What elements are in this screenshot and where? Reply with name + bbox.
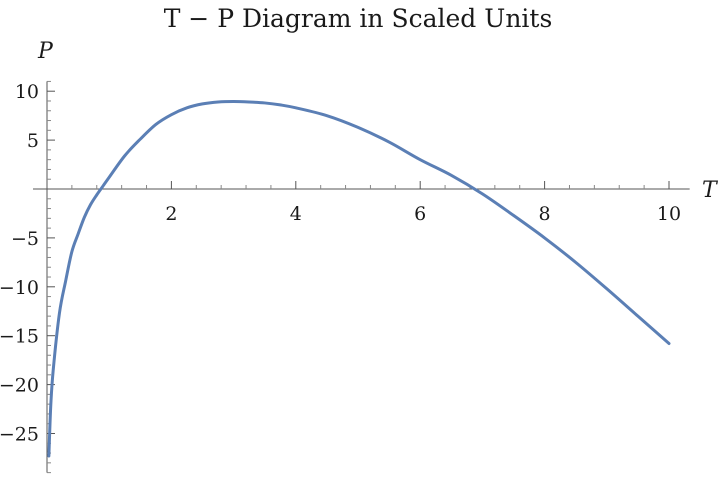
data-point bbox=[108, 176, 111, 179]
x-tick-label: 4 bbox=[290, 203, 302, 225]
data-point bbox=[248, 100, 251, 103]
y-tick-label: −10 bbox=[0, 277, 39, 299]
data-point bbox=[232, 100, 235, 103]
data-point bbox=[279, 103, 282, 106]
data-point bbox=[217, 100, 220, 103]
data-point bbox=[58, 312, 61, 315]
x-tick-label: 8 bbox=[539, 203, 551, 225]
data-point bbox=[185, 106, 188, 109]
chart-title: T − P Diagram in Scaled Units bbox=[164, 4, 553, 33]
data-point bbox=[543, 236, 546, 239]
data-point bbox=[263, 101, 266, 104]
data-point bbox=[52, 368, 55, 371]
data-point bbox=[636, 315, 639, 318]
y-tick-label: −15 bbox=[0, 326, 39, 348]
data-point bbox=[388, 141, 391, 144]
x-axis-label: T bbox=[702, 178, 719, 203]
data-point bbox=[419, 158, 422, 161]
y-tick-label: −20 bbox=[0, 375, 39, 397]
data-point bbox=[89, 203, 92, 206]
y-tick-label: −25 bbox=[0, 424, 39, 446]
data-point bbox=[574, 261, 577, 264]
data-point bbox=[47, 454, 50, 457]
y-tick-label: 5 bbox=[27, 130, 39, 152]
data-point bbox=[450, 174, 453, 177]
data-point bbox=[294, 106, 297, 109]
y-tick-label: −5 bbox=[11, 228, 39, 250]
data-point bbox=[154, 123, 157, 126]
data-point bbox=[83, 216, 86, 219]
x-tick-label: 6 bbox=[414, 203, 426, 225]
data-point bbox=[64, 279, 67, 282]
data-point bbox=[512, 214, 515, 217]
data-point bbox=[605, 287, 608, 290]
data-point bbox=[139, 138, 142, 141]
data-point bbox=[77, 232, 80, 235]
x-tick-label: 10 bbox=[657, 203, 681, 225]
major-ticks bbox=[47, 90, 670, 434]
minor-ticks bbox=[47, 80, 645, 474]
data-point bbox=[201, 102, 204, 105]
data-point bbox=[101, 185, 104, 188]
data-point bbox=[325, 114, 328, 117]
data-point bbox=[481, 192, 484, 195]
y-axis-label: P bbox=[37, 39, 54, 64]
data-point bbox=[70, 250, 73, 253]
data-point bbox=[357, 126, 360, 129]
y-tick-label: 10 bbox=[15, 81, 39, 103]
x-tick-label: 2 bbox=[165, 203, 177, 225]
data-point bbox=[123, 154, 126, 157]
data-point bbox=[668, 342, 671, 345]
data-point bbox=[170, 113, 173, 116]
data-point bbox=[95, 193, 98, 196]
data-point bbox=[49, 405, 52, 408]
tick-labels: 2 4 6 8 10 10 5 −5 −10 −15 −20 −25 bbox=[0, 81, 681, 445]
data-points bbox=[47, 100, 670, 458]
series-line bbox=[47, 99, 671, 458]
